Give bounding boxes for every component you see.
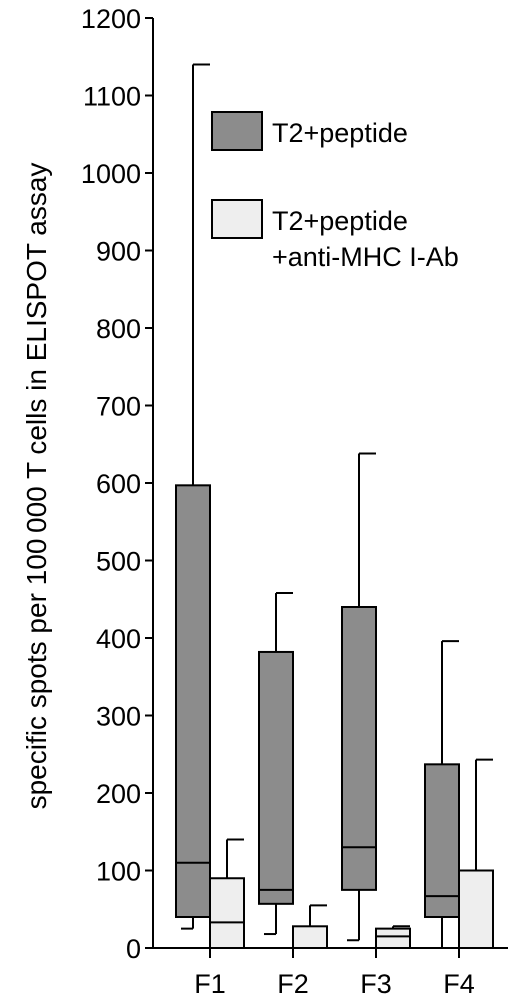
box-peptide-F4 [424, 640, 460, 949]
x-tick-label: F3 [360, 969, 392, 999]
x-tick-label: F1 [194, 969, 226, 999]
boxes [175, 63, 494, 949]
y-tick-label: 900 [96, 237, 141, 267]
y-tick-label: 600 [96, 469, 141, 499]
box [424, 763, 460, 919]
legend-swatch-2 [211, 199, 263, 239]
y-tick-label: 100 [96, 857, 141, 887]
y-tick-label: 0 [126, 934, 141, 964]
legend-swatch-1 [211, 111, 263, 151]
legend: T2+peptide T2+peptide +anti-MHC I-Ab [211, 111, 459, 272]
y-tick-label: 300 [96, 702, 141, 732]
box [258, 650, 294, 905]
y-tick-label: 800 [96, 314, 141, 344]
box-peptide-F3 [341, 452, 377, 942]
y-axis-label: specific spots per 100 000 T cells in EL… [21, 163, 52, 810]
box [292, 925, 328, 949]
y-tick-label: 1200 [81, 4, 141, 34]
y-tick-label: 1000 [81, 159, 141, 189]
box-peptide-F1 [175, 63, 211, 930]
box-blocked-F1 [209, 838, 245, 949]
box [458, 869, 494, 949]
box-blocked-F3 [375, 925, 411, 949]
x-tick-label: F2 [277, 969, 309, 999]
box-blocked-F4 [458, 758, 494, 949]
box-peptide-F2 [258, 592, 294, 936]
y-tick-label: 700 [96, 392, 141, 422]
x-tick-label: F4 [443, 969, 475, 999]
y-tick-label: 1100 [83, 82, 141, 112]
y-tick-label: 400 [96, 624, 141, 654]
y-axis-label-group: specific spots per 100 000 T cells in EL… [21, 163, 52, 810]
y-tick-label: 200 [96, 779, 141, 809]
legend-label-2: T2+peptide [272, 206, 408, 236]
box [341, 606, 377, 891]
legend-label-2: +anti-MHC I-Ab [272, 242, 459, 272]
legend-label-1: T2+peptide [272, 118, 408, 148]
axes: 0 100 200 300 400 500 600 700 800 900 1000 1100 1200… [81, 4, 508, 999]
box-blocked-F2 [292, 904, 328, 949]
y-tick-label: 500 [96, 547, 141, 577]
box [209, 877, 245, 949]
box [175, 484, 211, 918]
box [375, 927, 411, 949]
